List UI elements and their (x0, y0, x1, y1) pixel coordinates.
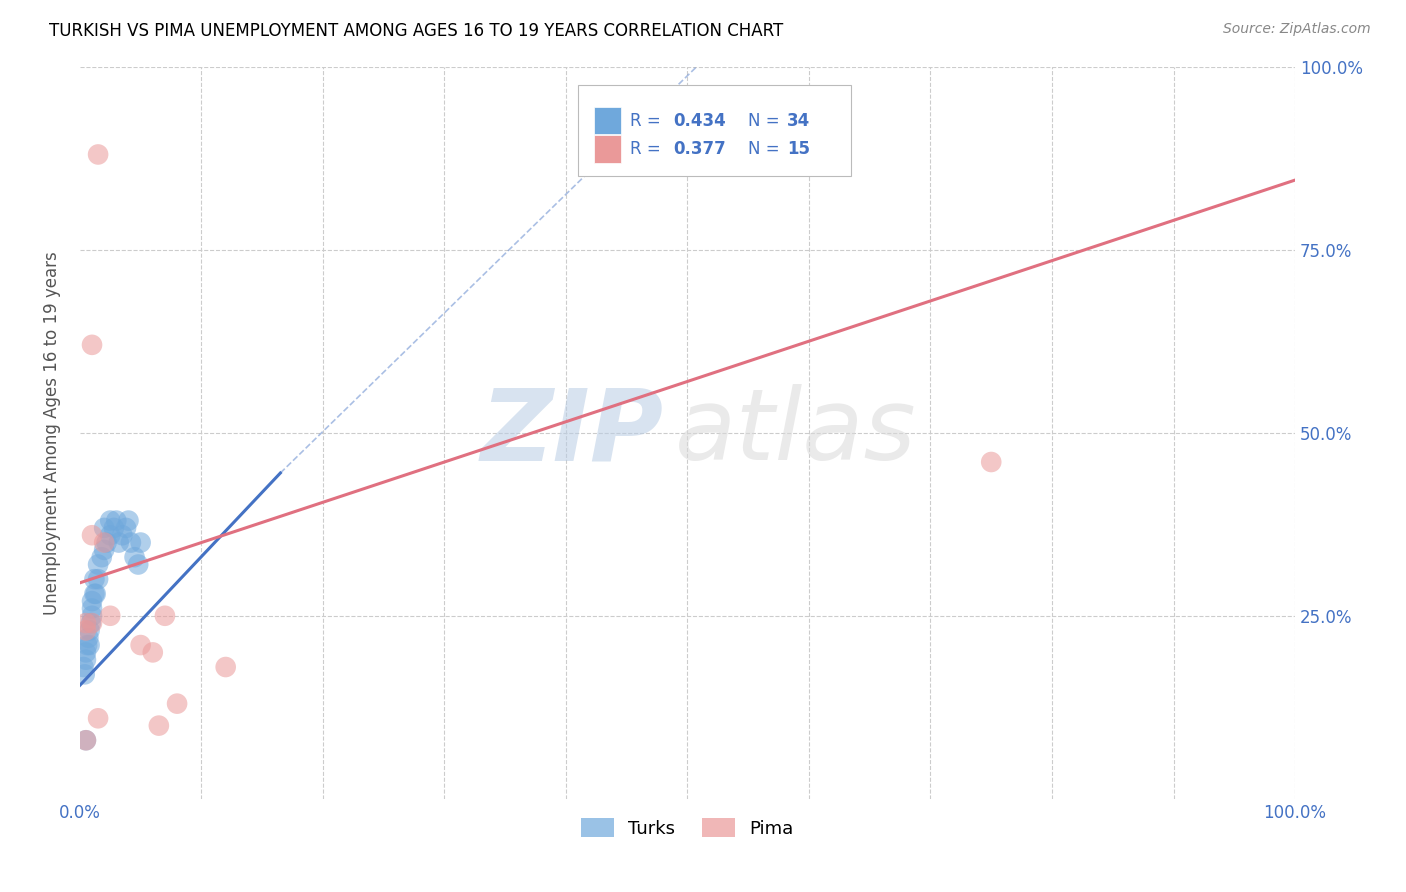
Text: N =: N = (748, 140, 785, 158)
Point (80, 616, 103, 631)
Text: TURKISH VS PIMA UNEMPLOYMENT AMONG AGES 16 TO 19 YEARS CORRELATION CHART: TURKISH VS PIMA UNEMPLOYMENT AMONG AGES … (49, 22, 783, 40)
Point (124, 550, 146, 565)
Point (980, 455, 1002, 469)
Point (80, 528, 103, 542)
Text: 0.434: 0.434 (673, 112, 725, 129)
Point (75, 616, 97, 631)
Point (87, 711, 110, 725)
Point (148, 718, 170, 732)
Point (73, 667, 96, 681)
Text: R =: R = (630, 140, 666, 158)
Text: 34: 34 (787, 112, 810, 129)
Point (93, 535, 115, 549)
FancyBboxPatch shape (578, 85, 852, 177)
Text: 15: 15 (787, 140, 810, 158)
Point (96, 535, 118, 549)
Point (127, 558, 149, 572)
Text: ZIP: ZIP (479, 384, 664, 481)
Point (115, 521, 138, 535)
Point (166, 697, 188, 711)
Point (75, 733, 97, 747)
Point (98, 528, 121, 542)
Point (80, 601, 103, 615)
Point (80, 338, 103, 352)
Point (153, 608, 176, 623)
Point (75, 624, 97, 638)
Point (98, 514, 121, 528)
Point (93, 542, 115, 557)
Text: atlas: atlas (675, 384, 917, 481)
Point (75, 645, 97, 659)
Point (129, 638, 152, 652)
Point (111, 528, 134, 542)
Point (87, 147, 110, 161)
Point (76, 638, 98, 652)
Point (79, 638, 101, 652)
Point (80, 594, 103, 608)
Point (129, 535, 152, 549)
Point (105, 514, 128, 528)
Point (75, 733, 97, 747)
Legend: Turks, Pima: Turks, Pima (574, 811, 801, 845)
Point (87, 558, 110, 572)
Text: R =: R = (630, 112, 666, 129)
Point (90, 550, 112, 565)
FancyBboxPatch shape (593, 136, 620, 163)
Point (72, 660, 94, 674)
Point (80, 608, 103, 623)
Point (142, 645, 165, 659)
Point (87, 572, 110, 586)
Text: Source: ZipAtlas.com: Source: ZipAtlas.com (1223, 22, 1371, 37)
Point (215, 660, 238, 674)
Point (83, 587, 105, 601)
Text: 0.377: 0.377 (673, 140, 725, 158)
Point (103, 521, 125, 535)
Point (120, 535, 142, 549)
Point (98, 608, 121, 623)
FancyBboxPatch shape (593, 107, 620, 135)
Point (93, 521, 115, 535)
Point (107, 535, 129, 549)
Point (83, 572, 105, 586)
Point (75, 653, 97, 667)
Point (80, 616, 103, 631)
Y-axis label: Unemployment Among Ages 16 to 19 years: Unemployment Among Ages 16 to 19 years (44, 251, 60, 615)
Text: N =: N = (748, 112, 785, 129)
Point (77, 631, 100, 645)
Point (84, 587, 107, 601)
Point (79, 624, 101, 638)
Point (117, 514, 139, 528)
